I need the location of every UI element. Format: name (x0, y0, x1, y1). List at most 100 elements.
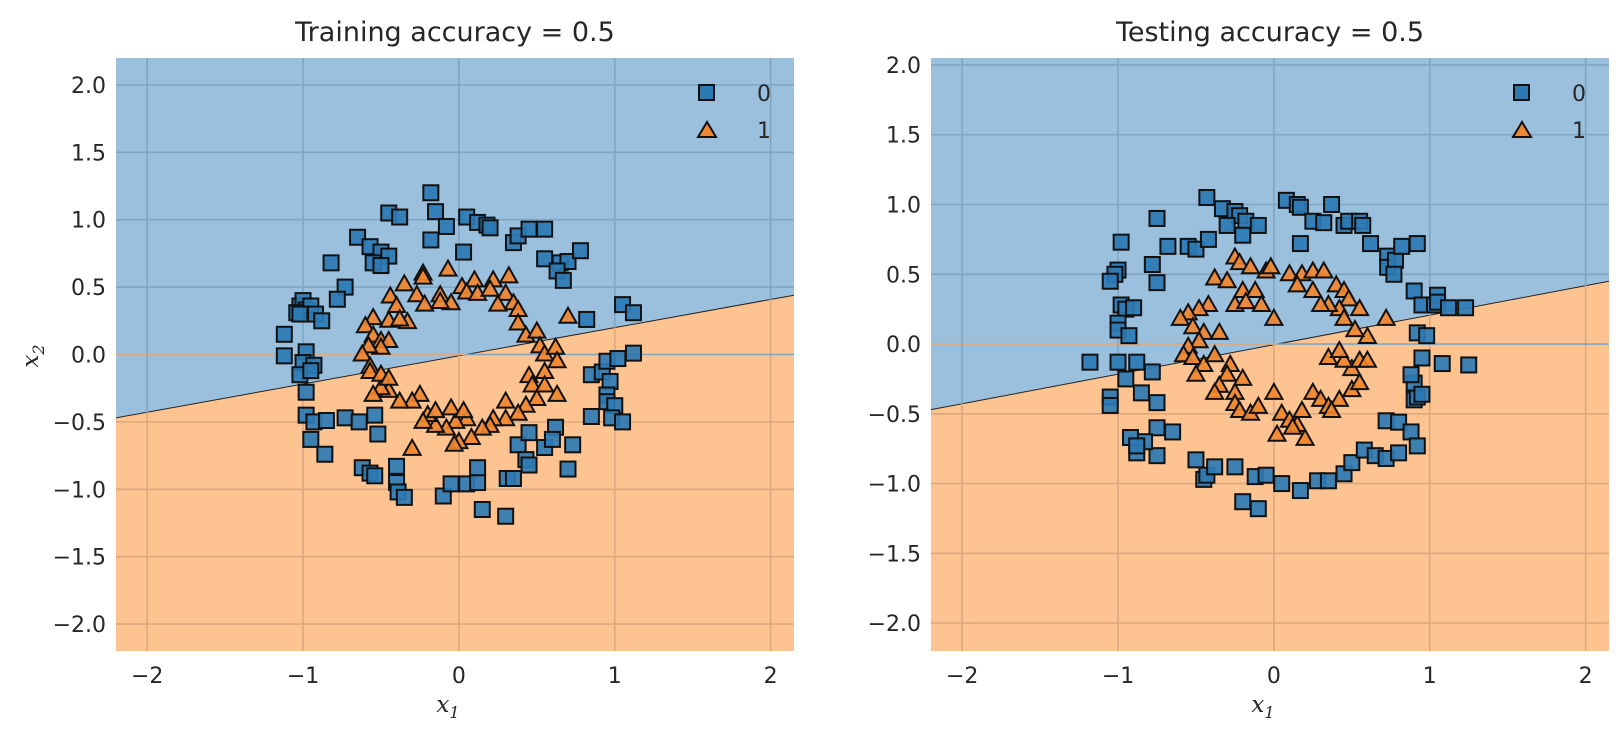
point-class-1 (429, 290, 451, 309)
point-class-0 (1362, 235, 1380, 253)
point-class-0 (481, 219, 499, 237)
point-class-0 (1393, 237, 1411, 255)
point-class-0 (1159, 237, 1177, 255)
point-class-0 (1112, 233, 1130, 251)
decision-regions (931, 58, 1609, 651)
point-class-1 (1216, 270, 1238, 289)
point-class-1 (1229, 252, 1250, 271)
point-class-1 (1204, 267, 1225, 286)
point-class-0 (1164, 423, 1182, 441)
point-class-1 (1235, 291, 1257, 310)
point-class-0 (1198, 189, 1216, 207)
point-class-1 (1185, 363, 1207, 382)
legend-label: 0 (1572, 82, 1586, 107)
point-class-0 (1315, 214, 1333, 232)
point-class-1 (1302, 279, 1324, 299)
point-class-1 (437, 258, 459, 277)
point-class-0 (614, 413, 632, 431)
point-class-0 (1402, 423, 1420, 441)
point-class-0 (302, 430, 320, 448)
point-class-0 (297, 383, 315, 401)
point-class-1 (425, 400, 446, 419)
point-class-1 (401, 390, 423, 409)
y-tick-label: −2.0 (53, 613, 106, 638)
point-class-0 (322, 254, 340, 272)
y-tick-label: −0.5 (53, 411, 106, 436)
point-class-0 (1109, 353, 1127, 371)
point-class-0 (313, 312, 331, 330)
point-class-0 (422, 184, 440, 202)
x-tick-label: 2 (1579, 664, 1593, 689)
point-class-1 (526, 320, 548, 339)
point-class-0 (422, 231, 440, 249)
point-class-0 (1148, 209, 1166, 227)
data-points (1081, 189, 1478, 518)
point-class-0 (1413, 349, 1431, 367)
point-class-0 (578, 310, 596, 328)
point-class-0 (1460, 356, 1478, 374)
point-class-1 (1251, 293, 1272, 312)
point-class-1 (1170, 307, 1191, 326)
point-class-0 (1291, 198, 1309, 216)
point-class-1 (1344, 319, 1366, 338)
y-tick-label: −1.0 (53, 478, 106, 503)
class-0-region (931, 58, 1609, 410)
point-class-1 (1375, 307, 1397, 326)
y-tick-label: −2.0 (868, 612, 921, 637)
y-tick-label: 1.5 (886, 124, 921, 149)
point-class-0 (1390, 413, 1408, 431)
point-class-1 (355, 315, 376, 334)
point-class-1 (406, 284, 428, 303)
point-class-1 (1204, 381, 1225, 400)
y-tick-labels: 2.0 1.5 1.0 0.5 0.0 −0.5 −1.0 −1.5 −2.0 (53, 74, 106, 638)
point-class-0 (1390, 444, 1408, 462)
point-class-1 (1333, 307, 1355, 326)
point-class-0 (1457, 299, 1475, 317)
point-class-1 (1294, 427, 1316, 446)
point-class-1 (412, 266, 434, 285)
point-class-0 (1408, 235, 1426, 253)
y-tick-label: 0.0 (71, 344, 106, 369)
point-class-0 (1354, 216, 1372, 234)
point-class-1 (495, 390, 516, 409)
point-class-0 (473, 500, 491, 518)
y-tick-label: −0.5 (868, 403, 921, 428)
x-tick-labels: −2 −1 0 1 2 (131, 664, 778, 689)
point-class-0 (504, 469, 522, 487)
point-class-0 (388, 457, 406, 475)
legend-marker-triangle (1511, 120, 1533, 138)
point-class-0 (1249, 216, 1267, 234)
point-class-0 (366, 406, 384, 424)
point-class-1 (386, 294, 407, 313)
point-class-0 (1273, 475, 1291, 493)
class-1-region (116, 295, 794, 651)
point-class-1 (1240, 256, 1261, 275)
point-class-0 (1148, 394, 1166, 412)
point-class-1 (495, 408, 516, 427)
point-class-1 (1244, 279, 1266, 299)
point-class-1 (1310, 293, 1331, 312)
point-class-0 (582, 407, 600, 425)
point-class-1 (440, 397, 462, 416)
legend-label: 0 (757, 82, 771, 107)
point-class-0 (1101, 396, 1119, 414)
point-class-0 (554, 271, 572, 289)
point-class-1 (1232, 367, 1253, 386)
x-tick-label: −2 (131, 664, 163, 689)
legend-marker-square (1513, 84, 1530, 101)
y-tick-label: 2.0 (71, 74, 106, 99)
point-class-0 (1101, 272, 1119, 290)
y-tick-label: 0.5 (71, 276, 106, 301)
point-class-1 (389, 308, 410, 327)
point-class-0 (1187, 451, 1205, 469)
point-class-1 (534, 374, 555, 393)
y-tick-label: 1.0 (886, 194, 921, 219)
point-class-0 (1187, 240, 1205, 258)
point-class-1 (1291, 399, 1313, 419)
point-class-1 (464, 269, 485, 288)
point-class-0 (391, 208, 409, 226)
point-class-0 (1418, 327, 1436, 345)
point-class-1 (479, 278, 501, 297)
point-class-0 (520, 220, 538, 238)
point-class-1 (394, 273, 415, 292)
